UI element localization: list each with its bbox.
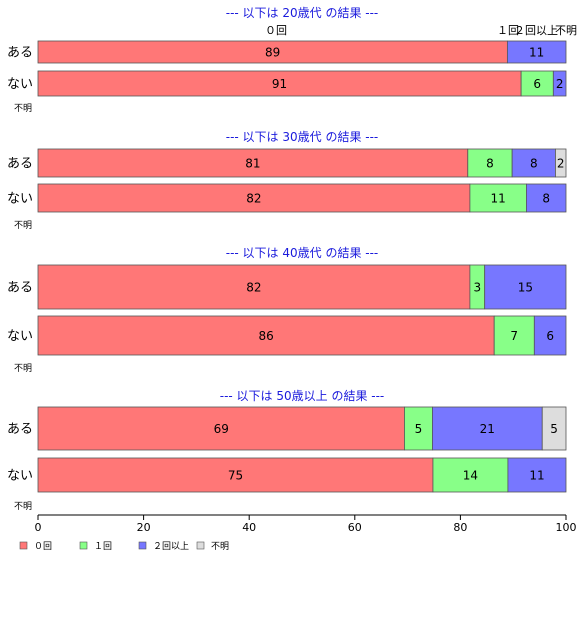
data-label: 5 (415, 422, 423, 436)
bar-segment (533, 315, 567, 356)
category-top-label: ０回 (265, 24, 287, 37)
row-label: ある (7, 157, 33, 172)
x-tick-label: 80 (453, 521, 467, 534)
bar-segment (541, 406, 567, 451)
no-response-label: 不明 (14, 501, 32, 512)
bar-segment (552, 70, 567, 97)
data-label: 2 (557, 157, 565, 171)
bar-segment (37, 457, 434, 493)
x-tick-label: 100 (556, 521, 577, 534)
data-label: 21 (480, 422, 495, 436)
data-label: 11 (491, 192, 506, 206)
data-label: 7 (510, 329, 518, 343)
data-label: 69 (214, 422, 229, 436)
legend-swatch (196, 541, 205, 550)
group-title: --- 以下は 40歳代 の結果 --- (226, 246, 379, 260)
group-title: --- 以下は 30歳代 の結果 --- (226, 130, 379, 144)
row-label: ない (7, 77, 33, 92)
bar-segment (432, 406, 543, 451)
legend-label: ０回 (34, 541, 52, 552)
bar-segment (469, 183, 527, 213)
bar-segment (526, 183, 567, 213)
x-tick-label: 0 (35, 521, 42, 534)
legend-swatch (79, 541, 88, 550)
data-label: 82 (246, 192, 261, 206)
data-label: 11 (529, 46, 544, 60)
row-label: ない (7, 329, 33, 344)
data-label: 11 (529, 469, 544, 483)
data-label: 6 (533, 77, 541, 91)
category-top-label: 不明 (555, 24, 577, 37)
bar-segment (467, 148, 513, 178)
x-tick-label: 20 (137, 521, 151, 534)
data-label: 8 (486, 157, 494, 171)
data-label: 86 (258, 329, 273, 343)
legend-label: １回 (94, 541, 112, 552)
category-top-label: １回 (497, 24, 519, 37)
bar-segment (484, 264, 567, 310)
data-label: 15 (518, 281, 533, 295)
bar-segment (37, 406, 405, 451)
bar-segment (511, 148, 556, 178)
data-label: 75 (228, 469, 243, 483)
bar-segment (493, 315, 535, 356)
row-label: ある (7, 281, 33, 296)
group-title: --- 以下は 50歳以上 の結果 --- (220, 389, 385, 403)
no-response-label: 不明 (14, 363, 32, 374)
no-response-label: 不明 (14, 103, 32, 114)
legend-swatch (19, 541, 28, 550)
category-top-label: ２回以上 (514, 24, 558, 37)
bar-segment (37, 315, 495, 356)
no-response-label: 不明 (14, 220, 32, 231)
row-label: ない (7, 192, 33, 207)
group-title: --- 以下は 20歳代 の結果 --- (226, 6, 379, 20)
bar-segment (555, 148, 567, 178)
data-label: 8 (530, 157, 538, 171)
row-label: ある (7, 46, 33, 61)
x-tick-label: 60 (348, 521, 362, 534)
data-label: 8 (542, 192, 550, 206)
row-label: ある (7, 422, 33, 437)
legend-swatch (138, 541, 147, 550)
data-label: 89 (265, 46, 280, 60)
data-label: 14 (463, 469, 478, 483)
data-label: 91 (272, 77, 287, 91)
data-label: 81 (245, 157, 260, 171)
data-label: 3 (473, 281, 481, 295)
data-label: 5 (550, 422, 558, 436)
data-label: 2 (556, 77, 564, 91)
bar-segment (520, 70, 554, 97)
x-tick-label: 40 (242, 521, 256, 534)
data-label: 82 (246, 281, 261, 295)
data-label: 6 (546, 329, 554, 343)
row-label: ない (7, 469, 33, 484)
bar-segment (507, 457, 567, 493)
bar-segment (37, 183, 471, 213)
legend-label: ２回以上 (153, 541, 189, 552)
bar-segment (506, 40, 567, 64)
legend-label: 不明 (211, 541, 229, 552)
bar-segment (404, 406, 433, 451)
